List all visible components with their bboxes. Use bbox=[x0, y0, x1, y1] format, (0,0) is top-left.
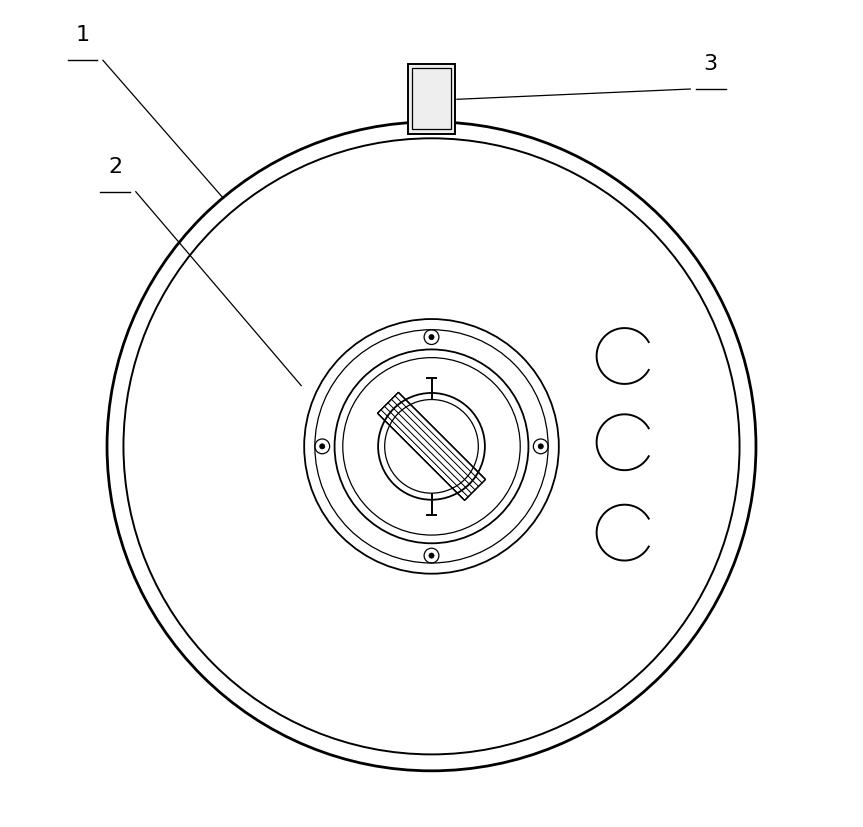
Circle shape bbox=[429, 553, 434, 558]
Bar bbox=[412, 68, 451, 129]
Circle shape bbox=[539, 444, 544, 449]
Text: 1: 1 bbox=[75, 26, 90, 45]
Text: 3: 3 bbox=[703, 55, 718, 74]
Bar bbox=[407, 65, 456, 134]
Circle shape bbox=[429, 334, 434, 340]
Text: 2: 2 bbox=[108, 157, 123, 177]
Circle shape bbox=[319, 444, 324, 449]
